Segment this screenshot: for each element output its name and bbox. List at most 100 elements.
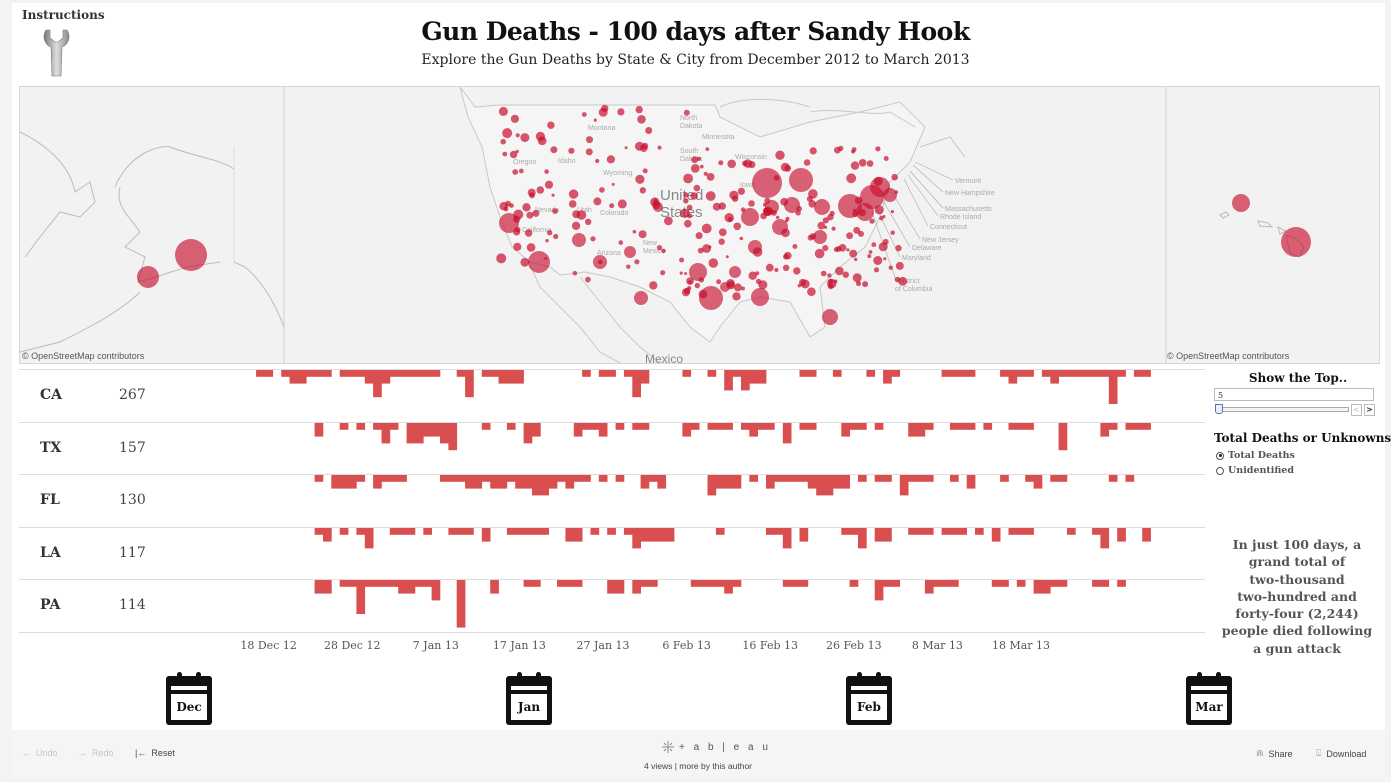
city-marker[interactable] — [873, 256, 883, 265]
city-marker[interactable] — [510, 114, 519, 123]
city-marker[interactable] — [895, 261, 904, 270]
city-marker[interactable] — [679, 271, 683, 275]
city-marker[interactable] — [752, 168, 782, 198]
city-marker[interactable] — [755, 278, 762, 285]
city-marker[interactable] — [680, 208, 690, 218]
city-marker[interactable] — [664, 216, 673, 226]
calendar-feb-button[interactable]: Feb — [845, 672, 893, 726]
city-marker[interactable] — [862, 281, 869, 288]
wrench-icon[interactable] — [42, 28, 72, 80]
city-marker[interactable] — [640, 144, 648, 152]
city-marker[interactable] — [528, 251, 550, 273]
city-marker[interactable] — [175, 239, 207, 271]
city-marker[interactable] — [637, 115, 646, 124]
city-marker[interactable] — [822, 309, 838, 325]
city-marker[interactable] — [807, 287, 816, 296]
city-marker[interactable] — [513, 215, 521, 223]
city-marker[interactable] — [553, 233, 559, 240]
city-marker[interactable] — [838, 145, 844, 151]
city-marker[interactable] — [515, 133, 520, 138]
state-label[interactable]: TX — [40, 440, 62, 456]
city-marker[interactable] — [774, 267, 779, 273]
city-marker[interactable] — [499, 202, 508, 211]
state-label[interactable]: CA — [40, 387, 63, 403]
city-marker[interactable] — [690, 192, 698, 200]
city-marker[interactable] — [726, 281, 735, 290]
city-marker[interactable] — [741, 208, 759, 226]
city-marker[interactable] — [867, 254, 872, 259]
city-marker[interactable] — [727, 217, 733, 222]
redo-button[interactable]: → Redo — [78, 748, 114, 758]
city-marker[interactable] — [551, 193, 555, 197]
city-marker[interactable] — [568, 189, 579, 199]
city-marker[interactable] — [634, 291, 648, 305]
city-marker[interactable] — [509, 150, 518, 159]
state-label[interactable]: FL — [40, 492, 60, 508]
city-marker[interactable] — [725, 255, 729, 259]
city-marker[interactable] — [544, 257, 548, 260]
city-marker[interactable] — [773, 175, 780, 181]
city-marker[interactable] — [498, 106, 508, 116]
slider-next-button[interactable]: > — [1364, 404, 1375, 416]
city-marker[interactable] — [894, 190, 899, 194]
city-marker[interactable] — [650, 197, 660, 207]
calendar-mar-button[interactable]: Mar — [1185, 672, 1233, 726]
city-marker[interactable] — [624, 246, 636, 258]
city-marker[interactable] — [869, 218, 875, 224]
city-marker[interactable] — [858, 208, 866, 217]
city-marker[interactable] — [547, 121, 555, 129]
city-marker[interactable] — [684, 219, 692, 228]
city-marker[interactable] — [590, 236, 596, 242]
city-marker[interactable] — [544, 169, 549, 174]
city-marker[interactable] — [718, 202, 726, 210]
city-marker[interactable] — [617, 199, 627, 209]
city-marker[interactable] — [894, 276, 901, 283]
calendar-jan-button[interactable]: Jan — [505, 672, 553, 726]
city-marker[interactable] — [891, 173, 898, 181]
city-marker[interactable] — [645, 127, 653, 134]
city-marker[interactable] — [1232, 194, 1250, 212]
city-marker[interactable] — [748, 200, 755, 207]
city-marker[interactable] — [718, 160, 724, 166]
city-marker[interactable] — [740, 207, 746, 212]
city-marker[interactable] — [626, 264, 631, 269]
city-marker[interactable] — [748, 271, 757, 280]
city-marker[interactable] — [593, 197, 602, 206]
map-panel[interactable]: North Dakota South Dakota Montana Wyoming Oreg… — [19, 86, 1380, 364]
radio-unidentified[interactable]: Unidentified — [1216, 465, 1294, 476]
city-marker[interactable] — [879, 216, 884, 221]
download-button[interactable]: ⍗ Download — [1316, 748, 1366, 759]
city-marker[interactable] — [496, 253, 507, 264]
city-marker[interactable] — [764, 197, 771, 204]
city-marker[interactable] — [585, 148, 593, 156]
city-marker[interactable] — [690, 164, 700, 173]
city-marker[interactable] — [742, 160, 748, 167]
city-marker[interactable] — [814, 248, 825, 259]
city-marker[interactable] — [649, 281, 658, 290]
city-marker[interactable] — [635, 105, 643, 114]
city-marker[interactable] — [679, 257, 685, 263]
city-marker[interactable] — [733, 283, 742, 292]
city-marker[interactable] — [852, 273, 862, 283]
city-marker[interactable] — [852, 211, 859, 218]
city-marker[interactable] — [855, 280, 862, 287]
city-marker[interactable] — [502, 151, 508, 157]
city-marker[interactable] — [888, 265, 893, 270]
city-marker[interactable] — [595, 158, 600, 164]
state-label[interactable]: PA — [40, 597, 61, 613]
city-marker[interactable] — [656, 245, 663, 251]
city-marker[interactable] — [598, 107, 608, 117]
city-marker[interactable] — [883, 257, 887, 261]
city-marker[interactable] — [513, 242, 522, 251]
city-marker[interactable] — [585, 218, 592, 225]
city-marker[interactable] — [617, 108, 625, 116]
slider-prev-button[interactable]: < — [1351, 404, 1362, 416]
city-marker[interactable] — [795, 210, 801, 216]
city-marker[interactable] — [733, 222, 741, 231]
city-marker[interactable] — [1281, 227, 1311, 257]
city-marker[interactable] — [718, 238, 725, 245]
city-marker[interactable] — [618, 240, 624, 245]
city-marker[interactable] — [657, 145, 662, 150]
city-marker[interactable] — [849, 249, 858, 258]
undo-button[interactable]: ← Undo — [22, 748, 58, 758]
